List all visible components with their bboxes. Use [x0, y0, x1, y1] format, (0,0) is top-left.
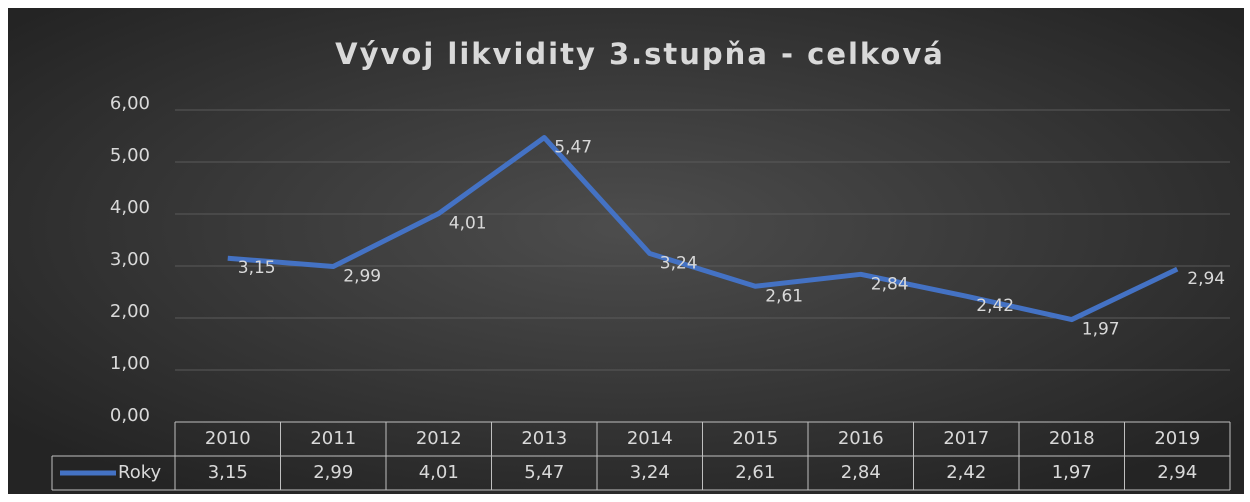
y-tick-label: 3,00 — [110, 249, 150, 270]
chart-background — [8, 8, 1244, 494]
x-tick-label: 2017 — [943, 428, 989, 449]
table-value: 5,47 — [524, 462, 564, 483]
x-tick-label: 2019 — [1154, 428, 1200, 449]
x-tick-label: 2011 — [310, 428, 356, 449]
x-tick-label: 2010 — [205, 428, 251, 449]
x-tick-label: 2014 — [627, 428, 673, 449]
data-label: 3,24 — [660, 254, 698, 274]
data-label: 2,42 — [976, 296, 1014, 316]
data-label: 1,97 — [1082, 320, 1120, 340]
table-value: 2,42 — [946, 462, 986, 483]
y-tick-label: 5,00 — [110, 145, 150, 166]
data-label: 5,47 — [554, 138, 592, 158]
x-tick-label: 2012 — [416, 428, 462, 449]
y-tick-label: 0,00 — [110, 405, 150, 426]
chart-title: Vývoj likvidity 3.stupňa - celková — [335, 37, 945, 71]
table-value: 1,97 — [1052, 462, 1092, 483]
data-label: 2,84 — [871, 274, 909, 294]
x-tick-label: 2013 — [521, 428, 567, 449]
data-label: 4,01 — [449, 213, 487, 233]
data-label: 2,61 — [765, 286, 803, 306]
table-value: 4,01 — [419, 462, 459, 483]
y-tick-label: 2,00 — [110, 301, 150, 322]
legend-label: Roky — [118, 462, 161, 483]
y-tick-label: 1,00 — [110, 353, 150, 374]
table-value: 2,61 — [735, 462, 775, 483]
data-label: 2,99 — [343, 267, 381, 287]
y-tick-label: 4,00 — [110, 197, 150, 218]
data-label: 2,94 — [1187, 269, 1225, 289]
series-line — [227, 135, 1179, 323]
table-value: 3,24 — [630, 462, 670, 483]
y-tick-label: 6,00 — [110, 93, 150, 114]
table-value: 2,99 — [313, 462, 353, 483]
x-tick-label: 2018 — [1049, 428, 1095, 449]
table-value: 3,15 — [208, 462, 248, 483]
x-tick-label: 2015 — [732, 428, 778, 449]
table-value: 2,94 — [1157, 462, 1197, 483]
data-label: 3,15 — [238, 258, 276, 278]
table-value: 2,84 — [841, 462, 881, 483]
x-tick-label: 2016 — [838, 428, 884, 449]
